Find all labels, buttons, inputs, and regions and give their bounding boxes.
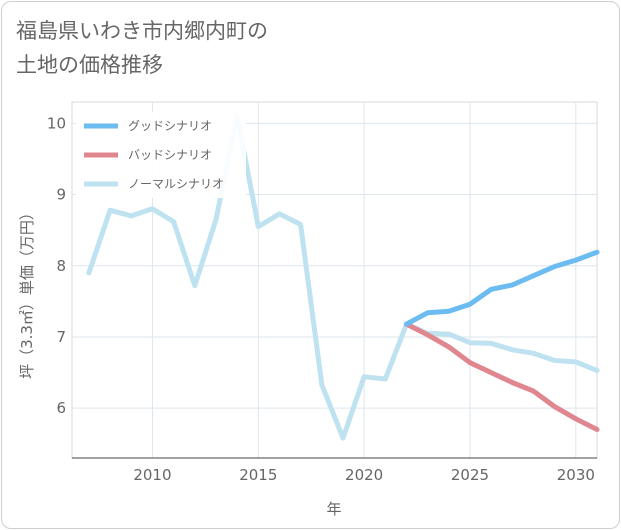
x-tick-label: 2010 <box>133 466 171 484</box>
chart-title-line-1: 福島県いわき市内郷内町の <box>16 19 268 43</box>
x-tick-label: 2030 <box>557 466 595 484</box>
y-tick-labels: 6 7 8 9 10 <box>47 114 66 417</box>
y-tick-label: 8 <box>56 257 66 275</box>
x-tick-labels: 2010 2015 2020 2025 2030 <box>133 466 595 484</box>
x-tick-label: 2020 <box>345 466 383 484</box>
series-line-1 <box>404 321 600 432</box>
x-tick-label: 2025 <box>451 466 489 484</box>
x-tick-label: 2015 <box>239 466 277 484</box>
y-axis-label: 坪（3.3㎡）単価（万円） <box>18 205 36 379</box>
chart-title-line-2: 土地の価格推移 <box>16 53 163 77</box>
legend-label-1: バッドシナリオ <box>128 148 212 162</box>
series-line-2 <box>86 113 600 441</box>
legend-label-2: ノーマルシナリオ <box>128 177 224 191</box>
y-tick-label: 7 <box>56 328 66 346</box>
series-lines <box>86 113 600 441</box>
x-axis-label: 年 <box>326 500 341 518</box>
chart-title: 福島県いわき市内郷内町の 土地の価格推移 <box>16 14 268 82</box>
y-tick-label: 6 <box>56 399 66 417</box>
series-line-0 <box>404 249 600 327</box>
y-tick-label: 9 <box>56 186 66 204</box>
legend-label-0: グッドシナリオ <box>128 119 212 133</box>
y-tick-label: 10 <box>47 114 66 132</box>
